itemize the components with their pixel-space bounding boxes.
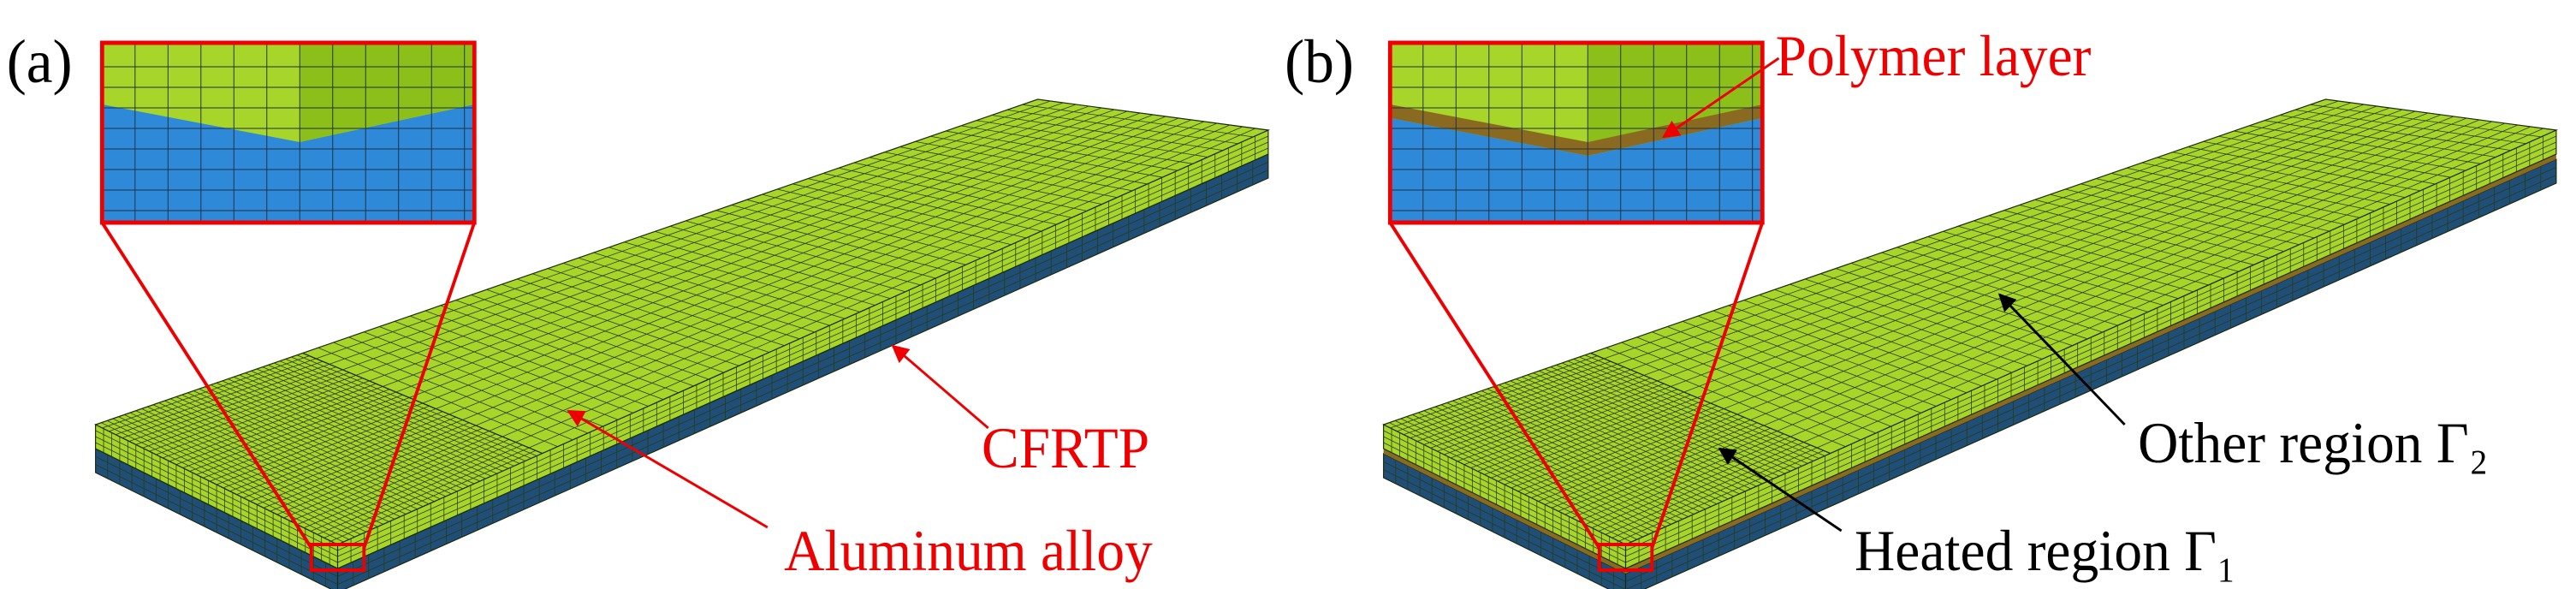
annotation: CFRTP [982, 417, 1149, 480]
mesh-lines [337, 161, 1269, 586]
zoom-line [100, 221, 313, 550]
panel-label: (b) [1285, 28, 1354, 96]
inset-mesh [102, 43, 475, 223]
inset-frame [99, 40, 477, 225]
inset-green-dark [300, 43, 475, 142]
mesh-lines [1383, 460, 1626, 589]
inset-mesh [1390, 43, 1763, 223]
inset-green-dark [1588, 43, 1763, 142]
arrow [1997, 293, 2126, 426]
inset-blue [1390, 118, 1763, 223]
arrow [891, 344, 989, 430]
annotation: Polymer layer [1776, 25, 2092, 88]
mesh-lines [337, 135, 1269, 563]
mesh-lines [1383, 428, 1626, 565]
mesh-lines [95, 428, 338, 565]
inset-frame [1387, 40, 1765, 225]
zoom-box [309, 543, 366, 572]
zoom-line [1650, 222, 1765, 549]
zoom-line [362, 222, 477, 549]
mesh-lines [101, 354, 537, 543]
mesh-lines [1625, 166, 2557, 589]
arrow [1662, 57, 1780, 139]
annotation: Other region Γ₂ [2138, 412, 2488, 475]
zoom-box [1597, 543, 1654, 572]
arrow [567, 409, 769, 529]
annotation: Heated region Γ₁ [1855, 520, 2236, 583]
panel-b [1382, 40, 2559, 589]
mesh-lines [316, 100, 1256, 449]
mesh-lines [95, 455, 338, 586]
panel-label: (a) [7, 28, 73, 96]
annotation: Aluminum alloy [784, 520, 1153, 583]
mesh-lines [1389, 354, 1825, 543]
inset-blue [102, 104, 475, 223]
zoom-line [1388, 221, 1601, 550]
arrow [1718, 447, 1843, 532]
panel-a [94, 40, 1271, 589]
inset-polymer [1390, 104, 1763, 156]
mesh-lines [1604, 100, 2544, 449]
